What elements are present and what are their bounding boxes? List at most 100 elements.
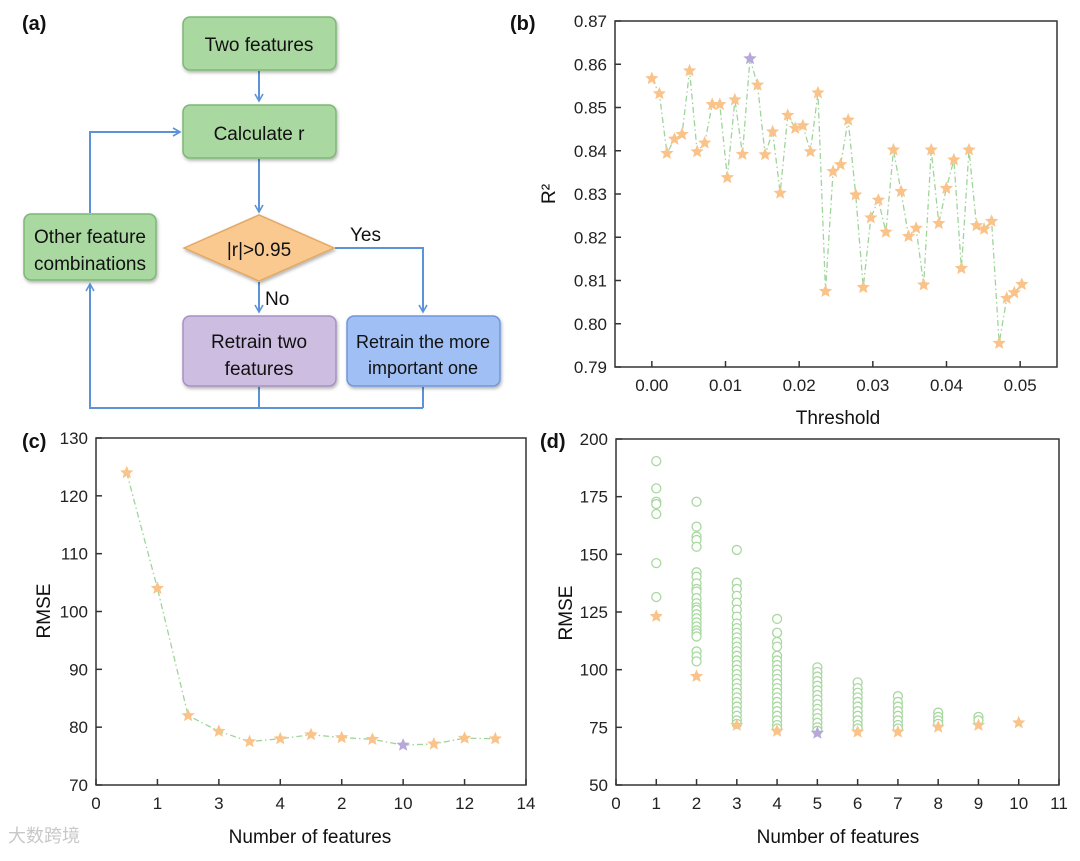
data-point-star [909,221,923,234]
data-point-star [181,708,195,722]
panel-label-a: (a) [22,13,46,35]
x-tick-label: 2 [692,794,701,813]
data-point-star [954,261,969,275]
data-point-star [796,118,810,132]
data-point-circle [651,498,662,510]
retrain-one-box [346,315,501,387]
data-point-star [833,157,848,171]
data-point-star [788,121,802,134]
y-tick-label: 200 [580,430,608,449]
data-point-star [427,736,441,750]
data-point-star [675,127,689,140]
data-point-star [985,214,999,227]
other-label-1: Other feature [34,227,146,248]
y-axis-label: RMSE [34,584,55,639]
y-tick-label: 0.81 [574,272,607,291]
y-tick-label: 90 [69,660,88,679]
data-point-star [826,164,840,178]
data-point-star [773,186,787,199]
x-tick-label: 10 [394,794,413,813]
calc-box [182,104,337,159]
x-tick-label: 0.03 [856,376,889,395]
x-tick-label: 2 [337,794,346,813]
retrain-two-label-1: Retrain two [211,332,307,353]
data-point-star [698,136,712,149]
yes-label: Yes [350,225,381,246]
data-point-star [917,277,931,291]
plot-frame [615,438,1060,786]
y-tick-label: 150 [580,545,608,564]
data-point-star [803,144,818,158]
data-point-star [273,731,287,745]
min-rmse-star [689,669,704,682]
data-point-star [750,78,765,91]
data-point-star [886,142,901,156]
data-point-star [488,731,502,745]
y-axis-label: R² [539,184,560,204]
data-point-circle [651,455,662,467]
data-point-circle [651,591,662,603]
y-tick-label: 125 [580,603,608,622]
data-point-star [242,734,257,748]
data-point-star [690,144,704,158]
data-point-star [304,727,318,741]
retrain-one-label-2: important one [368,358,478,378]
arrow-return-to-other [85,282,423,409]
min-rmse-star [851,724,865,738]
data-point-star [682,63,697,77]
y-tick-label: 0.86 [574,55,607,74]
best-point-star [810,726,824,739]
data-point-star [856,280,870,294]
arrow-yes [335,247,428,314]
min-rmse-star [891,724,905,738]
min-rmse-star [730,718,744,731]
x-tick-label: 14 [517,794,536,813]
data-point-star [1015,277,1029,291]
decision-label: |r|>0.95 [227,240,291,261]
min-rmse-star [931,720,945,733]
x-tick-label: 0 [91,794,100,813]
data-point-circle [651,508,662,520]
data-point-star [811,85,825,99]
data-point-star [720,170,734,184]
data-point-star [1007,285,1021,299]
x-tick-label: 0.04 [930,376,963,395]
data-point-circle [691,656,702,667]
best-point-star [396,738,410,751]
y-tick-label: 70 [69,776,88,795]
data-point-star [992,336,1006,349]
x-tick-label: 0.01 [709,376,742,395]
x-tick-label: 8 [933,794,942,813]
data-point-star [457,731,472,744]
data-point-star [864,210,878,224]
x-axis-label: Number of features [757,827,920,848]
data-point-star [901,229,916,242]
data-point-star [766,124,780,138]
data-point-star [932,216,946,230]
x-tick-label: 5 [813,794,822,813]
y-tick-label: 0.82 [574,228,607,247]
x-tick-label: 6 [853,794,862,813]
data-point-star [924,142,938,156]
y-tick-label: 175 [580,488,608,507]
min-rmse-star [971,718,986,731]
y-tick-label: 0.79 [574,358,607,377]
data-point-star [977,222,991,235]
data-point-circle [691,631,702,642]
min-rmse-star [770,724,784,737]
y-axis-label: RMSE [556,586,577,641]
data-point-star [728,92,742,106]
y-tick-label: 100 [60,603,88,622]
data-point-star [818,284,833,297]
series-line [126,472,496,746]
chart-panel-b: (b) 0.00 0.01 0.02 0.03 0.04 0.05 0.79 0.80 0.81 0… [510,12,1058,429]
plot-frame [614,20,1058,368]
data-point-star [871,193,885,206]
x-tick-label: 3 [214,794,223,813]
y-tick-label: 110 [61,545,88,564]
other-label-2: combinations [34,254,146,275]
panel-label: (c) [22,431,46,453]
data-point-star [969,218,984,232]
y-tick-label: 0.84 [574,142,607,161]
data-point-star [645,71,659,85]
